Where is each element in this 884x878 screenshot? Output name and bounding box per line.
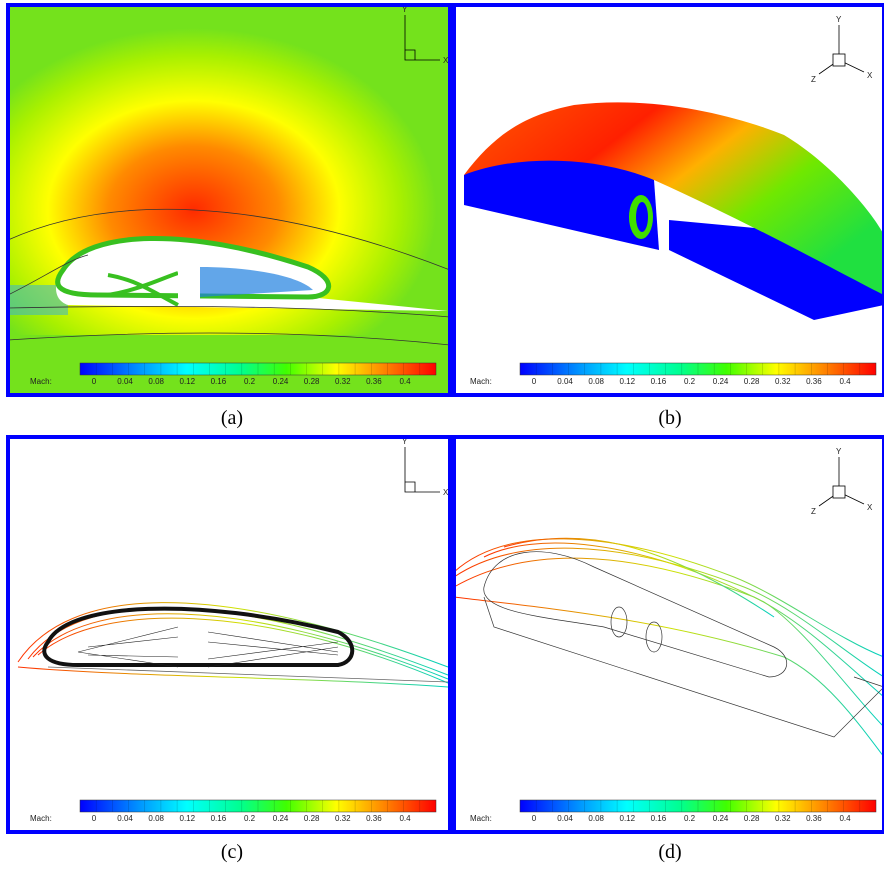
slot (178, 267, 200, 301)
colorbar-tick-label: 0.16 (211, 377, 227, 386)
colorbar-tick-label: 0.24 (273, 814, 289, 823)
colorbar-tick-label: 0.28 (304, 814, 320, 823)
colorbar-tick-label: 0.08 (588, 814, 604, 823)
colorbar-tick-label: 0.32 (775, 377, 791, 386)
colorbar-title: Mach: (470, 814, 492, 823)
colorbar-tick-label: 0.04 (117, 814, 133, 823)
panel-label: (a) (221, 407, 243, 429)
background (454, 437, 884, 832)
colorbar-tick-label: 0.12 (620, 377, 636, 386)
axis-label: Y (836, 15, 842, 24)
axis-cube (833, 54, 845, 66)
colorbar-title: Mach: (30, 377, 52, 386)
colorbar-tick-label: 0.24 (713, 814, 729, 823)
page: Y X Mach: 0 0.04 0.08 0.12 0.16 0.2 0.24 0.28 0.32 0… (0, 0, 884, 878)
axis-label: X (867, 503, 873, 512)
panel: Y X Z Mach: 0 0.04 0.08 0.12 0.16 0.2 0.24 0.28 0.32… (454, 437, 884, 832)
colorbar-tick-label: 0.36 (366, 377, 382, 386)
colorbar-tick-label: 0.36 (366, 814, 382, 823)
colorbar-tick-label: 0.2 (244, 814, 256, 823)
colorbar-tick-label: 0.12 (180, 814, 196, 823)
colorbar-tick-label: 0.2 (684, 377, 696, 386)
colorbar-tick-label: 0.4 (399, 814, 411, 823)
colorbar-tick-label: 0.16 (651, 377, 667, 386)
colorbar-tick-label: 0 (92, 814, 97, 823)
colorbar-tick-label: 0.16 (651, 814, 667, 823)
axis-label: Y (836, 447, 842, 456)
axis-label: Z (811, 507, 816, 516)
colorbar-tick-label: 0.04 (117, 377, 133, 386)
colorbar-tick-label: 0 (532, 814, 537, 823)
colorbar-tick-label: 0.4 (839, 377, 851, 386)
colorbar-tick-label: 0.08 (148, 377, 164, 386)
colorbar-tick-label: 0.24 (273, 377, 289, 386)
colorbar-tick-label: 0.36 (806, 377, 822, 386)
colorbar-tick-label: 0.24 (713, 377, 729, 386)
colorbar-title: Mach: (30, 814, 52, 823)
colorbar-tick-label: 0.36 (806, 814, 822, 823)
colorbar-tick-label: 0.12 (180, 377, 196, 386)
colorbar-tick-label: 0.32 (775, 814, 791, 823)
colorbar-tick-label: 0.28 (744, 814, 760, 823)
axis-cube (833, 486, 845, 498)
colorbar-tick-label: 0.12 (620, 814, 636, 823)
colorbar-tick-label: 0.08 (588, 377, 604, 386)
colorbar-tick-label: 0 (92, 377, 97, 386)
colorbar-tick-label: 0.2 (684, 814, 696, 823)
axis-label: X (867, 71, 873, 80)
panel: Y X Z Mach: 0 0.04 0.08 0.12 0.16 0.2 0.24 0.28 0.32… (454, 5, 884, 395)
panel-label: (d) (658, 841, 681, 863)
colorbar-tick-label: 0.04 (557, 814, 573, 823)
colorbar-tick-label: 0.32 (335, 814, 351, 823)
colorbar-tick-label: 0.28 (744, 377, 760, 386)
figure: Y X Mach: 0 0.04 0.08 0.12 0.16 0.2 0.24 0.28 0.32 0… (0, 0, 884, 878)
panel-label: (c) (221, 841, 243, 863)
background (8, 437, 450, 832)
axis-label: Z (811, 75, 816, 84)
colorbar-tick-label: 0.4 (839, 814, 851, 823)
colorbar-tick-label: 0.16 (211, 814, 227, 823)
colorbar-tick-label: 0.32 (335, 377, 351, 386)
colorbar-tick-label: 0.28 (304, 377, 320, 386)
colorbar-tick-label: 0.08 (148, 814, 164, 823)
colorbar-tick-label: 0.2 (244, 377, 256, 386)
panel-label: (b) (658, 407, 681, 429)
tube (636, 202, 648, 232)
colorbar-tick-label: 0.4 (399, 377, 411, 386)
colorbar-title: Mach: (470, 377, 492, 386)
colorbar-tick-label: 0 (532, 377, 537, 386)
colorbar-tick-label: 0.04 (557, 377, 573, 386)
